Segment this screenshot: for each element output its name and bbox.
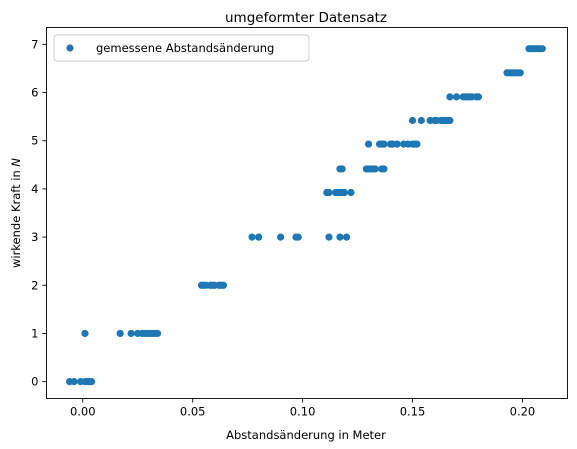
chart-title: umgeformter Datensatz [225,10,387,26]
y-axis-label-unit: N [9,158,23,167]
data-point [347,188,355,197]
plot-frame [46,27,568,399]
y-tick-label: 5 [31,134,38,148]
y-axis-label: wirkende Kraft in N [9,158,23,268]
data-point [116,329,124,338]
legend: gemessene Abstandsänderung [53,34,310,62]
data-point [325,233,333,241]
data-point [219,281,228,289]
x-tick-label: 0.10 [290,405,316,419]
y-tick-label: 0 [31,375,38,389]
legend-marker [66,44,74,52]
x-tick-label: 0.00 [70,405,96,419]
x-axis-label: Abstandsänderung in Meter [226,428,386,442]
data-point [87,378,96,386]
y-tick-label: 4 [31,182,38,196]
axis-ticks: 0.00 0.05 0.10 0.15 0.20 0 1 2 3 4 5 6 7 [31,37,535,418]
data-point [452,93,461,101]
data-point [413,140,421,148]
data-point [338,165,346,173]
data-point [294,233,302,241]
y-axis-label-text: wirkende Kraft in [9,167,23,268]
y-tick-label: 1 [31,326,38,340]
data-point [70,378,78,386]
data-point [248,233,256,241]
data-point [380,140,388,148]
x-tick-label: 0.05 [180,405,206,419]
legend-box [53,34,310,62]
data-point [393,140,401,148]
data-point [325,188,333,197]
data-points [65,45,546,386]
y-tick-label: 3 [31,230,38,244]
data-point [474,93,483,101]
data-point [538,45,546,53]
y-tick-label: 6 [31,86,38,100]
data-point [364,140,373,148]
y-tick-label: 2 [31,278,38,292]
data-point [342,233,351,241]
data-point [371,165,379,173]
data-point [446,116,454,125]
data-point [340,188,348,197]
data-point [255,233,263,241]
data-point [417,116,425,125]
x-tick-label: 0.20 [510,405,536,419]
data-point [336,233,344,241]
legend-label: gemessene Abstandsänderung [96,41,274,55]
y-tick-label: 7 [31,37,38,51]
data-point [446,93,454,101]
data-point [380,165,388,173]
data-point [277,233,285,241]
data-point [516,69,524,77]
data-point [127,329,135,338]
data-point [408,116,417,125]
data-point [153,329,162,338]
data-point [81,329,89,338]
x-tick-label: 0.15 [400,405,426,419]
